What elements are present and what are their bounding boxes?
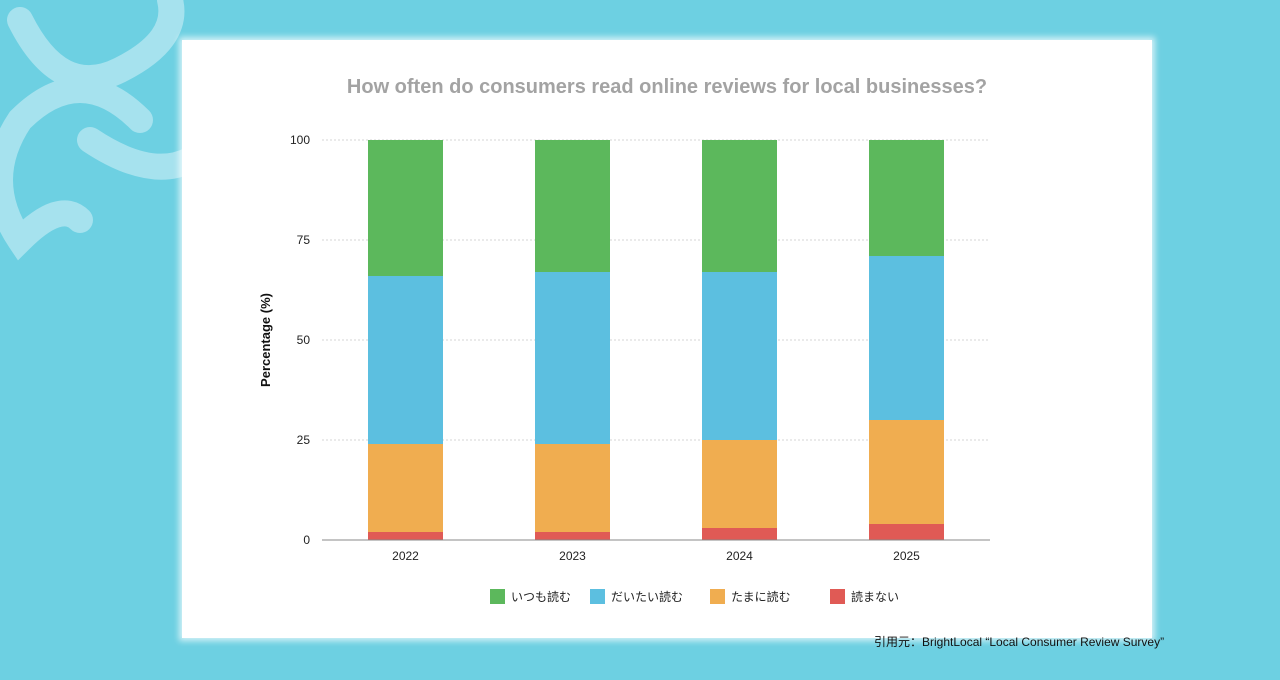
- chart-title: How often do consumers read online revie…: [346, 76, 988, 98]
- legend-swatch: [590, 589, 605, 604]
- legend-swatch: [830, 589, 845, 604]
- x-tick-label: 2024: [726, 549, 753, 563]
- bar-segment: [869, 256, 944, 420]
- legend-label: いつも読む: [511, 590, 572, 604]
- bar-segment: [535, 272, 610, 444]
- bar-segment: [368, 532, 443, 540]
- bar-segment: [702, 272, 777, 440]
- x-tick-label: 2025: [893, 549, 920, 563]
- bar-segment: [368, 444, 443, 532]
- bar-segment: [869, 420, 944, 524]
- legend-item: だいたい読む: [590, 588, 683, 605]
- bar-segment: [535, 444, 610, 532]
- chart-legend: いつも読む だいたい読む たまに読む 読まない: [182, 588, 1152, 608]
- legend-swatch: [710, 589, 725, 604]
- x-tick-label: 2022: [392, 549, 419, 563]
- bar-segment: [368, 276, 443, 444]
- y-axis-label: Percentage (%): [258, 293, 273, 387]
- legend-item: いつも読む: [490, 588, 571, 605]
- y-tick-label: 50: [297, 333, 311, 347]
- y-tick-label: 0: [303, 533, 310, 547]
- legend-label: だいたい読む: [611, 590, 684, 604]
- bar-segment: [535, 140, 610, 272]
- legend-swatch: [490, 589, 505, 604]
- chart-card: How often do consumers read online revie…: [182, 40, 1152, 638]
- bar-segment: [869, 524, 944, 540]
- bar-segment: [702, 440, 777, 528]
- legend-label: 読まない: [851, 590, 900, 604]
- stacked-bar-chart: Percentage (%) 0 25 50 75 100 2022 2023 2024 202…: [258, 133, 990, 563]
- bar-segment: [869, 140, 944, 256]
- bar-segment: [368, 140, 443, 276]
- y-tick-label: 25: [297, 433, 311, 447]
- bar-segment: [702, 140, 777, 272]
- bar-segment: [535, 532, 610, 540]
- y-tick-label: 75: [297, 233, 311, 247]
- y-tick-label: 100: [290, 133, 310, 147]
- legend-item: 読まない: [830, 588, 899, 605]
- source-citation: 引用元：BrightLocal “Local Consumer Review S…: [874, 635, 1165, 649]
- legend-label: たまに読む: [731, 590, 791, 604]
- decorative-background-shape: [0, 0, 203, 261]
- legend-item: たまに読む: [710, 588, 791, 605]
- bar-segment: [702, 528, 777, 540]
- x-tick-label: 2023: [559, 549, 586, 563]
